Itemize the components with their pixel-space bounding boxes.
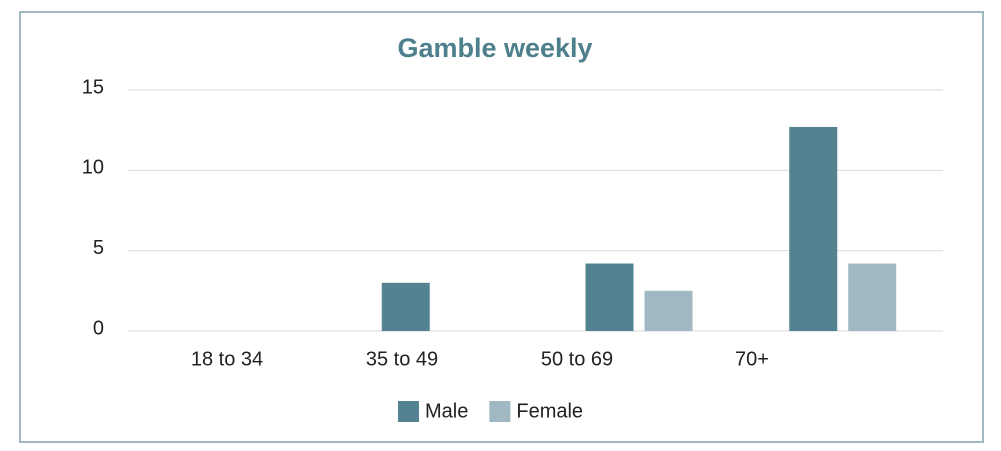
legend-swatch — [398, 401, 419, 422]
bar — [585, 263, 634, 331]
bar — [381, 282, 430, 331]
legend-label: Male — [425, 400, 468, 422]
y-tick-label: 10 — [82, 157, 104, 179]
x-tick-label: 35 to 49 — [366, 348, 438, 370]
bar — [848, 263, 897, 331]
chart-frame — [19, 11, 984, 443]
x-tick-label: 50 to 69 — [541, 348, 613, 370]
chart-title: Gamble weekly — [397, 33, 592, 63]
legend-swatch — [489, 401, 511, 422]
y-tick-label: 0 — [93, 317, 104, 339]
bar — [789, 126, 838, 331]
x-tick-label: 18 to 34 — [191, 348, 263, 370]
y-tick-label: 15 — [82, 76, 104, 98]
y-tick-label: 5 — [93, 237, 104, 259]
x-tick-label: 70+ — [735, 348, 769, 370]
bar — [644, 290, 693, 331]
legend-label: Female — [516, 400, 583, 422]
